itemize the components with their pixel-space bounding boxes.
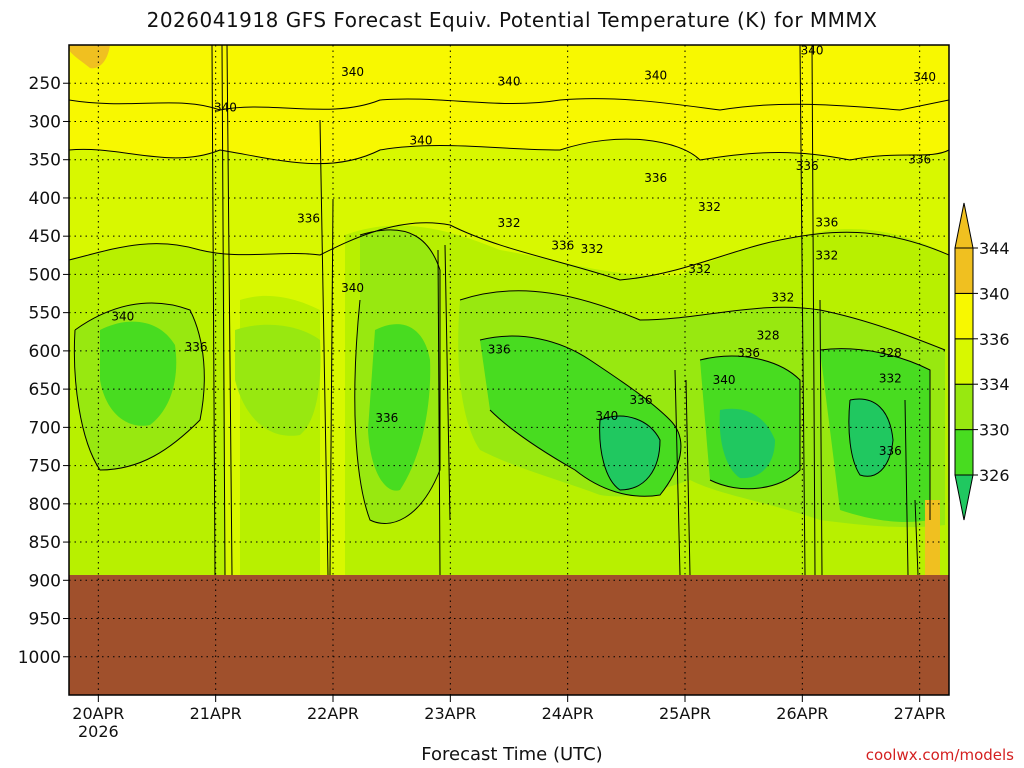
contour-label: 336 bbox=[908, 153, 931, 167]
y-tick-label: 600 bbox=[29, 342, 61, 362]
y-tick-label: 350 bbox=[29, 151, 61, 171]
x-tick-label: 27APR bbox=[894, 704, 946, 723]
y-tick-label: 1000 bbox=[18, 648, 61, 668]
contour-label: 340 bbox=[801, 43, 824, 57]
y-tick-label: 800 bbox=[29, 495, 61, 515]
contour-label: 340 bbox=[341, 65, 364, 79]
colorbar-segment bbox=[954, 383, 974, 431]
contour-label: 328 bbox=[757, 329, 780, 343]
contour-label: 332 bbox=[771, 290, 794, 304]
x-tick-label: 23APR bbox=[424, 704, 476, 723]
x-tick-label: 25APR bbox=[659, 704, 711, 723]
x-axis-title: Forecast Time (UTC) bbox=[421, 744, 603, 765]
contour-label: 332 bbox=[879, 371, 902, 385]
contour-label: 336 bbox=[630, 393, 653, 407]
y-tick-label: 900 bbox=[29, 571, 61, 591]
colorbar-lower-arrow bbox=[954, 474, 974, 521]
y-tick-label: 700 bbox=[29, 418, 61, 438]
band-326-330 bbox=[599, 399, 893, 490]
contour-label: 340 bbox=[713, 373, 736, 387]
contour-label: 328 bbox=[879, 346, 902, 360]
x-tick-label: 22APR bbox=[307, 704, 359, 723]
y-tick-label: 500 bbox=[29, 265, 61, 285]
y-tick-label: 950 bbox=[29, 610, 61, 630]
contour-label: 332 bbox=[815, 248, 838, 262]
contour-label: 336 bbox=[644, 171, 667, 185]
contour-label: 340 bbox=[214, 101, 237, 115]
y-tick-label: 550 bbox=[29, 304, 61, 324]
x-tick-label: 20APR bbox=[72, 704, 124, 723]
colorbar-label: 336 bbox=[979, 330, 1010, 349]
contour-lines bbox=[69, 45, 949, 576]
contour-label: 340 bbox=[341, 281, 364, 295]
contour-label: 336 bbox=[297, 212, 320, 226]
contour-label: 340 bbox=[595, 409, 618, 423]
contour-label: 336 bbox=[375, 411, 398, 425]
y-tick-label: 400 bbox=[29, 189, 61, 209]
contour-label: 336 bbox=[815, 215, 838, 229]
colorbar-upper-arrow bbox=[954, 202, 974, 249]
contour-label: 336 bbox=[796, 159, 819, 173]
y-axis: 250 300 350 400 450 500 550 600 650 700 750 800 850 9… bbox=[18, 74, 69, 668]
plot-frame bbox=[68, 44, 950, 696]
contour-label: 336 bbox=[488, 342, 511, 356]
colorbar-label: 344 bbox=[979, 239, 1010, 258]
colorbar-segment bbox=[954, 429, 974, 476]
y-tick-label: 250 bbox=[29, 74, 61, 94]
x-tick-label: 26APR bbox=[776, 704, 828, 723]
contour-label: 340 bbox=[498, 75, 521, 89]
colorbar: 326 330 334 336 340 344 bbox=[954, 202, 1010, 521]
colorbar-label: 330 bbox=[979, 421, 1010, 440]
contour-label: 340 bbox=[644, 69, 667, 83]
contour-label: 336 bbox=[185, 340, 208, 354]
contour-label: 332 bbox=[688, 262, 711, 276]
contour-label: 340 bbox=[913, 70, 936, 84]
x-tick-label: 21APR bbox=[190, 704, 242, 723]
colorbar-label: 340 bbox=[979, 284, 1010, 303]
contour-label: 336 bbox=[551, 238, 574, 252]
y-tick-label: 450 bbox=[29, 227, 61, 247]
colorbar-segment bbox=[954, 292, 974, 340]
ground-below-surface bbox=[69, 575, 949, 695]
contour-label: 340 bbox=[410, 134, 433, 148]
contour-label: 332 bbox=[698, 200, 721, 214]
contour-label: 336 bbox=[879, 444, 902, 458]
colorbar-label: 326 bbox=[979, 466, 1010, 485]
colorbar-label: 334 bbox=[979, 375, 1010, 394]
contour-label: 332 bbox=[581, 242, 604, 256]
y-tick-label: 750 bbox=[29, 457, 61, 477]
y-tick-label: 300 bbox=[29, 112, 61, 132]
chart-title: 2026041918 GFS Forecast Equiv. Potential… bbox=[146, 8, 878, 32]
y-tick-label: 850 bbox=[29, 533, 61, 553]
contour-label: 336 bbox=[737, 346, 760, 360]
x-tick-sublabel: 2026 bbox=[78, 722, 119, 741]
credit-link[interactable]: coolwx.com/models bbox=[865, 746, 1014, 764]
grid-lines bbox=[69, 45, 949, 695]
colorbar-segment bbox=[954, 338, 974, 385]
band-330-332 bbox=[100, 321, 930, 522]
x-tick-label: 24APR bbox=[542, 704, 594, 723]
colorbar-segment bbox=[954, 247, 974, 294]
contour-label: 340 bbox=[111, 309, 134, 323]
contour-label: 332 bbox=[498, 216, 521, 230]
y-tick-label: 650 bbox=[29, 380, 61, 400]
